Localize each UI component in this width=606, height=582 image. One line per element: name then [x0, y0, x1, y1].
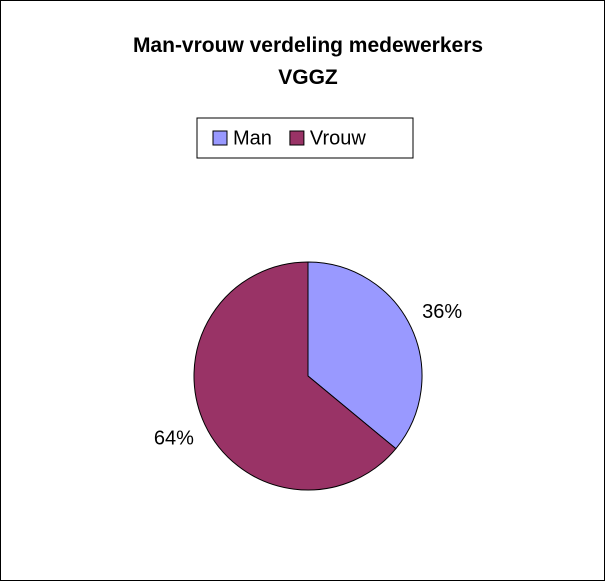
data-label: 36%: [422, 301, 462, 323]
legend-label: Vrouw: [310, 127, 367, 149]
legend-swatch: [289, 130, 305, 146]
pie-slice: [193, 261, 397, 491]
chart-title: Man-vrouw verdeling medewerkers VGGZ: [132, 34, 484, 89]
legend-label: Man: [233, 127, 272, 149]
data-label: 64%: [154, 427, 194, 449]
pie-slice: [307, 261, 423, 450]
legend-swatch: [212, 130, 228, 146]
legend-box: [196, 117, 414, 159]
